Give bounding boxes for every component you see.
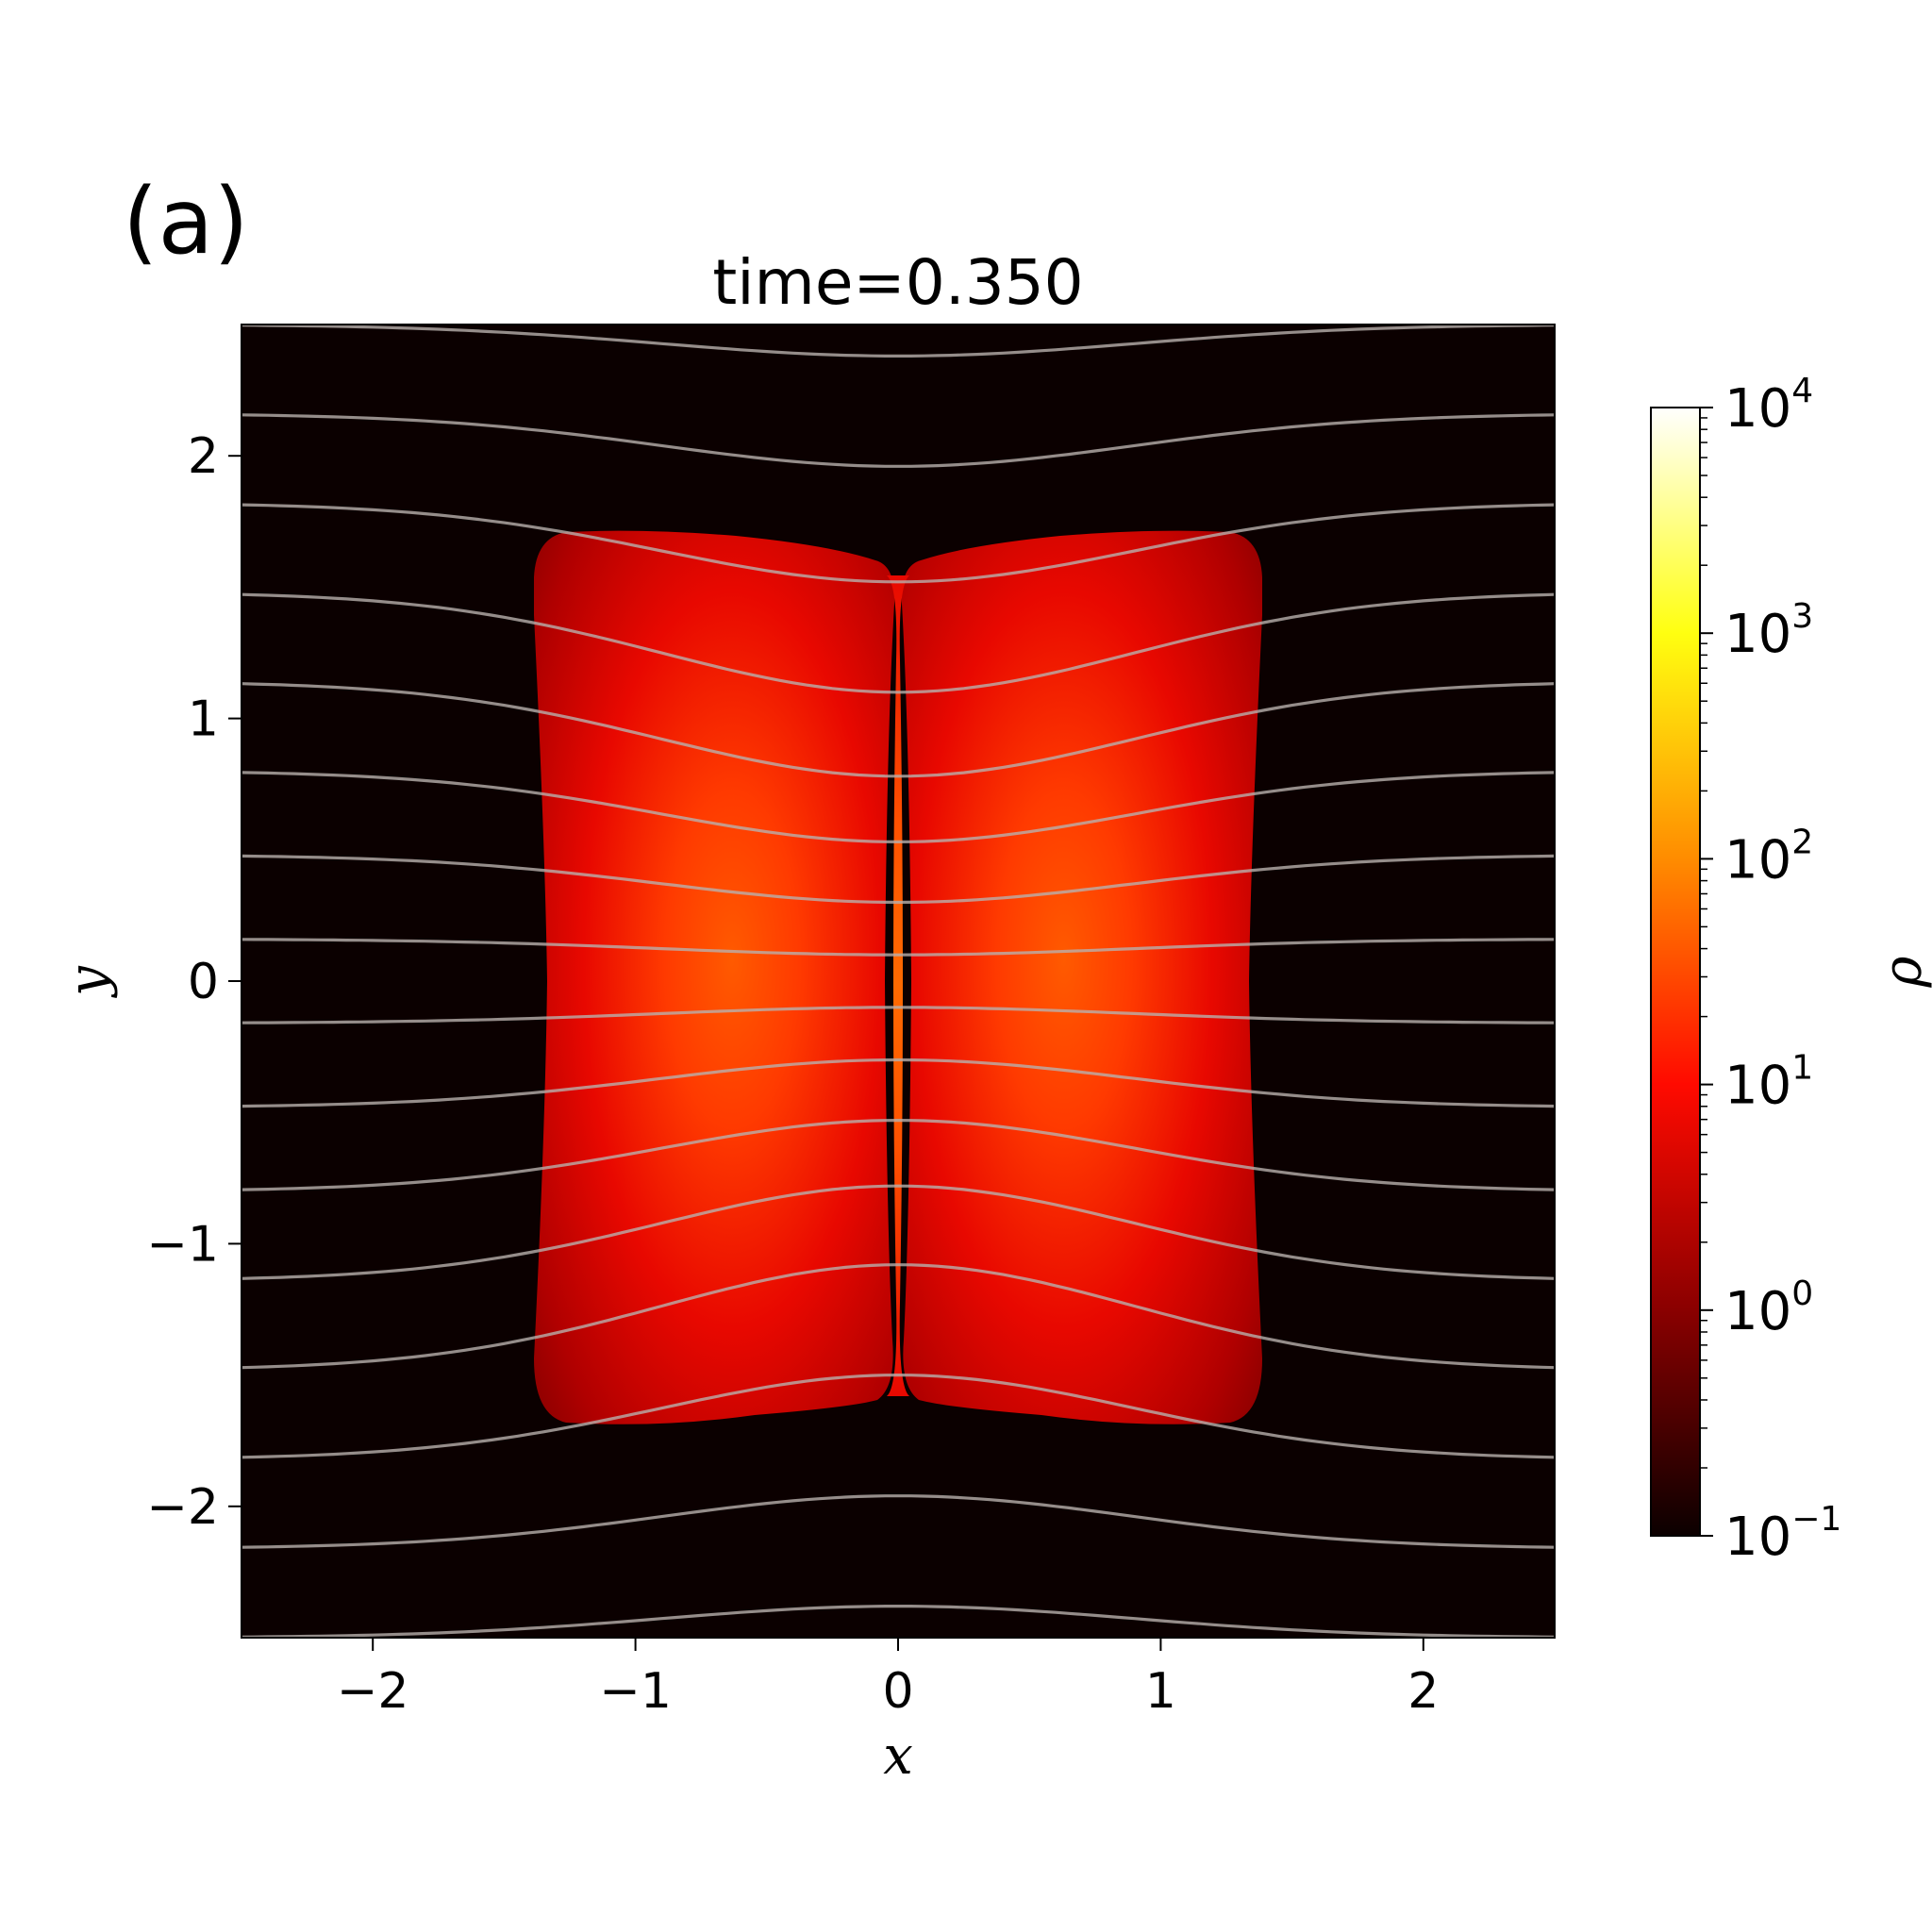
field-line <box>242 1058 1555 1108</box>
y-axis: −2 −1 0 1 2 <box>146 428 242 1536</box>
dense-region-right <box>901 530 1262 1424</box>
field-lines <box>242 325 1555 1638</box>
x-tick-label: −2 <box>337 1663 409 1720</box>
field-line <box>242 325 1555 358</box>
y-axis-label: y <box>58 965 119 999</box>
colorbar: 10−1 100 101 102 103 104 ρ <box>1650 372 1932 1568</box>
colorbar-tick-label: 100 <box>1724 1274 1813 1342</box>
field-line <box>242 1605 1555 1638</box>
field-line <box>242 1118 1555 1191</box>
field-line <box>242 413 1555 468</box>
plot-area <box>242 325 1555 1638</box>
colorbar-ticks: 10−1 100 101 102 103 104 <box>1700 372 1841 1568</box>
field-line <box>242 771 1555 844</box>
x-tick-label: 0 <box>882 1663 913 1720</box>
central-sheet <box>887 575 909 1396</box>
field-line <box>242 682 1555 778</box>
x-axis: −2 −1 0 1 2 <box>337 1638 1439 1720</box>
x-tick-label: 1 <box>1145 1663 1176 1720</box>
colorbar-tick-label: 101 <box>1724 1049 1813 1117</box>
field-line <box>242 1494 1555 1549</box>
field-line <box>242 854 1555 905</box>
field-line <box>242 1373 1555 1459</box>
x-tick-label: 2 <box>1407 1663 1439 1720</box>
y-tick-label: −2 <box>146 1479 219 1536</box>
field-line <box>242 1184 1555 1280</box>
y-tick-label: −1 <box>146 1216 219 1273</box>
colorbar-tick-label: 104 <box>1724 372 1813 440</box>
field-line <box>242 503 1555 584</box>
dense-region-left <box>534 530 895 1424</box>
x-tick-label: −1 <box>599 1663 672 1720</box>
y-tick-label: 0 <box>188 954 219 1010</box>
field-line <box>242 1263 1555 1370</box>
field-line <box>242 592 1555 694</box>
y-tick-label: 1 <box>188 691 219 748</box>
y-tick-label: 2 <box>188 428 219 485</box>
colorbar-label: ρ <box>1873 956 1932 988</box>
colorbar-tick-label: 10−1 <box>1724 1500 1841 1568</box>
field-line <box>242 1006 1555 1024</box>
colorbar-tick-label: 102 <box>1724 823 1813 891</box>
x-axis-label: x <box>883 1725 913 1787</box>
chart-title: time=0.350 <box>712 246 1083 319</box>
colorbar-gradient <box>1650 407 1701 1537</box>
panel-label: (a) <box>123 169 249 275</box>
colorbar-tick-label: 103 <box>1724 597 1813 665</box>
field-line <box>242 938 1555 957</box>
